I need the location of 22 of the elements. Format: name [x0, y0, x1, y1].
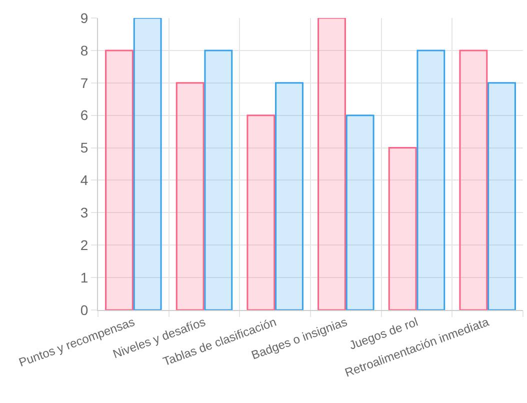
bar	[275, 82, 304, 310]
bar	[105, 50, 134, 310]
y-tick-label: 3	[80, 204, 88, 221]
y-tick-label: 0	[80, 302, 88, 318]
y-tick-label: 7	[80, 74, 88, 91]
y-tick-label: 8	[80, 42, 88, 58]
bar	[388, 147, 417, 310]
bar	[176, 82, 204, 310]
y-tick-label: 1	[80, 269, 88, 286]
bar	[246, 114, 276, 310]
bar	[204, 50, 233, 310]
y-tick-label: 4	[80, 172, 88, 188]
bar	[488, 82, 516, 310]
y-tick-label: 9	[80, 10, 88, 26]
bar	[318, 18, 346, 310]
bar	[346, 114, 374, 310]
y-tick-label: 5	[80, 140, 88, 156]
y-tick-label: 6	[80, 107, 88, 124]
y-tick-label: 2	[80, 237, 88, 254]
bar	[416, 50, 446, 310]
bar	[133, 18, 162, 310]
bar	[459, 50, 488, 310]
